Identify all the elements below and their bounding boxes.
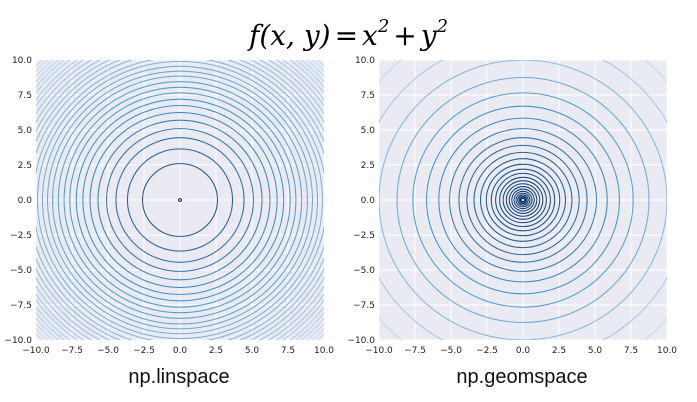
contour-level — [485, 163, 561, 237]
contour-level — [46, 70, 314, 330]
contour-level — [142, 163, 218, 237]
y-tick-label: −7.5 — [10, 301, 32, 311]
caption-linspace: np.linspace — [128, 366, 230, 388]
contour-level — [458, 137, 588, 263]
title-args: (x, y) — [259, 19, 331, 52]
y-tick-label: 7.5 — [18, 91, 32, 101]
x-tick-label: −10.0 — [365, 346, 393, 355]
x-tick-label: 10.0 — [314, 346, 334, 355]
contour-level — [519, 196, 527, 204]
contour-level — [178, 198, 182, 202]
contour-level — [63, 86, 297, 314]
contour-level — [412, 92, 634, 308]
y-tick-label: 10.0 — [12, 56, 32, 66]
contour-level — [508, 186, 538, 214]
contour-level — [115, 137, 245, 263]
y-tick-label: −10.0 — [347, 336, 375, 346]
title-plus: + — [393, 19, 417, 52]
x-tick-label: 5.0 — [245, 346, 260, 355]
y-tick-label: 2.5 — [18, 161, 32, 171]
x-tick-label: −5.0 — [440, 346, 462, 355]
contour-level — [52, 75, 308, 325]
x-tick-label: −2.5 — [476, 346, 498, 355]
contour-level — [466, 144, 580, 256]
y-tick-label: 5.0 — [18, 126, 33, 136]
y-tick-label: −2.5 — [353, 231, 375, 241]
contour-group — [36, 60, 324, 340]
contour-level — [106, 128, 254, 272]
y-tick-label: 7.5 — [361, 91, 375, 101]
title-x-exponent: 2 — [377, 16, 390, 37]
y-tick-label: 0.0 — [361, 196, 376, 206]
contour-level — [449, 128, 597, 272]
contour-level — [57, 81, 303, 319]
x-tick-label: −7.5 — [61, 346, 83, 355]
y-tick-label: −7.5 — [353, 301, 375, 311]
x-tick-label: 0.0 — [516, 346, 531, 355]
x-tick-label: −7.5 — [404, 346, 426, 355]
contour-group — [379, 60, 667, 340]
title-y-exponent: 2 — [436, 16, 449, 37]
contour-plot-linspace: −10.0 −7.5 −5.0 −2.5 0.0 2.5 5.0 7.5 10.0 10.0 7.5… — [4, 56, 334, 355]
contour-level — [490, 168, 556, 232]
x-tick-label: 0.0 — [173, 346, 188, 355]
x-tick-label: 2.5 — [209, 346, 223, 355]
contour-level — [505, 183, 541, 217]
y-tick-label: 10.0 — [355, 56, 375, 66]
x-tick-label: 10.0 — [657, 346, 677, 355]
contour-level — [518, 195, 528, 205]
x-tick-label: 2.5 — [552, 346, 566, 355]
contour-level — [438, 117, 608, 283]
contour-level — [511, 188, 535, 212]
contour-level — [82, 104, 278, 296]
y-tick-label: −5.0 — [353, 266, 375, 276]
contour-level — [515, 192, 531, 208]
contour-plot-geomspace: −10.0 −7.5 −5.0 −2.5 0.0 2.5 5.0 7.5 10.0 10.0 7.5… — [347, 56, 677, 355]
y-tick-label: 2.5 — [361, 161, 375, 171]
x-tick-label: −5.0 — [97, 346, 119, 355]
contour-level — [502, 180, 544, 220]
contour-level — [126, 148, 234, 252]
contour-level — [69, 92, 291, 308]
x-tick-label: 5.0 — [588, 346, 603, 355]
contour-level — [75, 98, 285, 302]
title-y: y — [420, 19, 437, 52]
contour-level — [425, 105, 621, 295]
contour-level — [396, 76, 650, 324]
title-f: f — [248, 19, 260, 52]
y-tick-label: −2.5 — [10, 231, 32, 241]
contour-level — [520, 197, 526, 203]
caption-geomspace: np.geomspace — [456, 366, 588, 388]
x-tick-label: −10.0 — [22, 346, 50, 355]
y-tick-label: 0.0 — [18, 196, 33, 206]
contour-level — [89, 111, 271, 289]
x-tick-label: −2.5 — [133, 346, 155, 355]
contour-level — [479, 158, 567, 242]
contour-level — [495, 172, 551, 228]
y-tick-label: 5.0 — [361, 126, 376, 136]
contour-level — [473, 151, 573, 249]
contour-level — [517, 194, 529, 206]
contour-level — [36, 60, 324, 340]
contour-level — [41, 65, 319, 335]
figure-title: f(x, y) = x2 + y2 — [0, 10, 697, 53]
y-tick-label: −10.0 — [4, 336, 32, 346]
contour-level — [499, 176, 547, 224]
contour-level — [513, 190, 533, 210]
title-x: x — [362, 19, 378, 52]
y-tick-label: −5.0 — [10, 266, 32, 276]
x-tick-label: 7.5 — [281, 346, 295, 355]
x-tick-label: 7.5 — [624, 346, 638, 355]
contour-level — [97, 119, 263, 281]
title-equals: = — [334, 19, 359, 52]
